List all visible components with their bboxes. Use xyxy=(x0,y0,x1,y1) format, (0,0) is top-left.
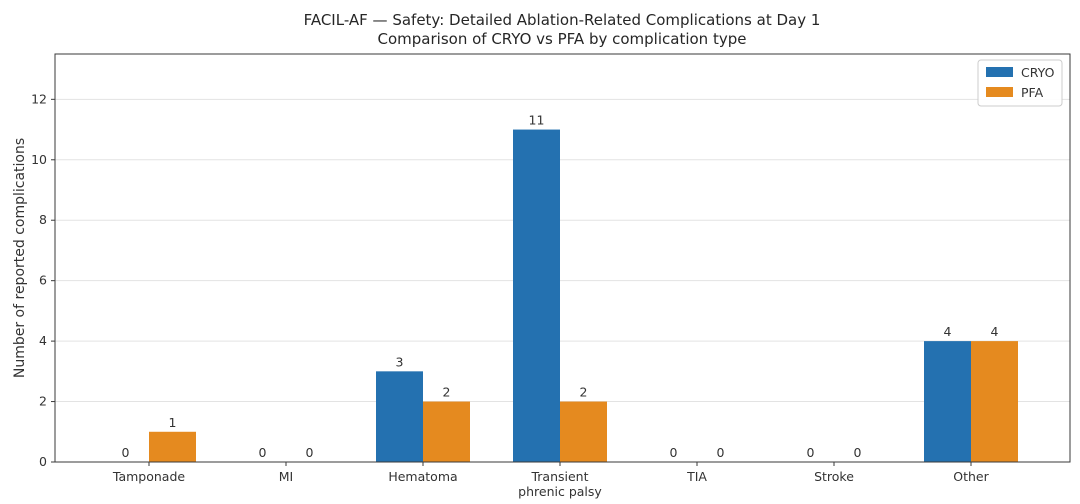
data-label: 4 xyxy=(944,324,952,339)
chart-title: FACIL-AF — Safety: Detailed Ablation-Rel… xyxy=(304,11,821,29)
x-tick-label: Hematoma xyxy=(388,469,457,484)
data-label: 2 xyxy=(443,385,451,400)
bar-cryo xyxy=(924,341,971,462)
data-label: 0 xyxy=(670,445,678,460)
bar-pfa xyxy=(971,341,1018,462)
y-tick-label: 0 xyxy=(39,454,47,469)
data-label: 0 xyxy=(717,445,725,460)
chart-subtitle: Comparison of CRYO vs PFA by complicatio… xyxy=(378,30,747,48)
bar-pfa xyxy=(423,401,470,462)
legend-swatch-pfa xyxy=(986,87,1013,97)
bar-pfa xyxy=(560,401,607,462)
x-tick-label: Transient phrenic palsy xyxy=(518,469,602,499)
gridlines xyxy=(55,98,1070,403)
y-axis-ticks: 0 2 4 6 8 10 12 xyxy=(31,91,55,469)
y-tick-label: 6 xyxy=(39,273,47,288)
x-tick-label: Tamponade xyxy=(112,469,186,484)
x-tick-label: TIA xyxy=(686,469,707,484)
x-tick-label: MI xyxy=(279,469,293,484)
data-label: 4 xyxy=(991,324,999,339)
data-label: 2 xyxy=(580,385,588,400)
data-label: 3 xyxy=(396,354,404,369)
data-label: 1 xyxy=(169,415,177,430)
y-tick-label: 2 xyxy=(39,394,47,409)
y-tick-label: 8 xyxy=(39,212,47,227)
x-tick-label: Other xyxy=(953,469,989,484)
data-label: 0 xyxy=(807,445,815,460)
bars xyxy=(149,129,1018,463)
bar-cryo xyxy=(376,371,423,462)
y-tick-label: 4 xyxy=(39,333,47,348)
legend-label-pfa: PFA xyxy=(1021,85,1044,100)
data-label: 11 xyxy=(529,113,545,128)
legend-label-cryo: CRYO xyxy=(1021,65,1055,80)
data-label: 0 xyxy=(306,445,314,460)
data-label: 0 xyxy=(854,445,862,460)
data-label: 0 xyxy=(122,445,130,460)
x-tick-label: Stroke xyxy=(814,469,854,484)
bar-cryo xyxy=(513,129,560,463)
plot-frame xyxy=(54,53,1071,463)
x-axis-ticks: Tamponade MI Hematoma Transient phrenic pals… xyxy=(112,462,990,499)
y-axis-label: Number of reported complications xyxy=(12,138,28,378)
bar-pfa xyxy=(149,431,196,462)
y-tick-label: 12 xyxy=(31,91,47,106)
y-tick-label: 10 xyxy=(31,152,47,167)
legend: CRYO PFA xyxy=(977,59,1063,107)
legend-swatch-cryo xyxy=(986,67,1013,77)
data-label: 0 xyxy=(259,445,267,460)
